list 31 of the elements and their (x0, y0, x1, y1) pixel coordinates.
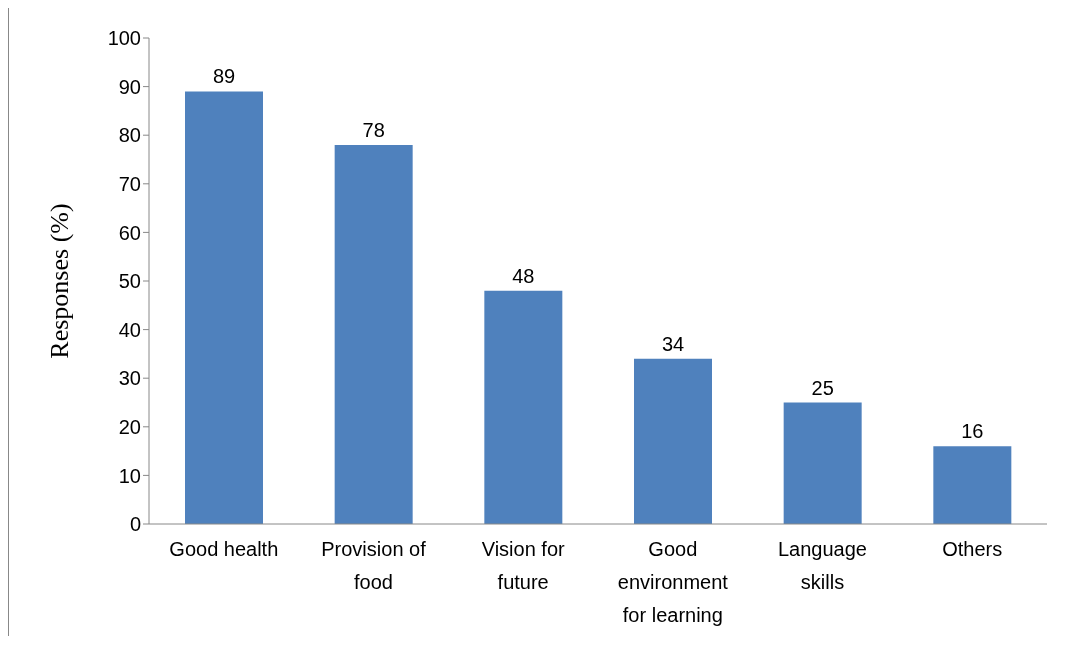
data-label: 34 (661, 332, 685, 355)
bar (484, 290, 563, 524)
x-tick-label: Vision for future (481, 538, 566, 593)
x-tick-label: Others (942, 538, 1003, 560)
data-label: 25 (811, 376, 834, 399)
y-tick-label: 40 (118, 318, 141, 341)
x-tick-label: Good environment for learning (617, 538, 729, 626)
x-tick-label: Language skills (778, 538, 867, 593)
y-tick-label: 60 (118, 221, 141, 244)
bar (634, 358, 712, 524)
y-axis-title: Responses (%) (45, 203, 75, 359)
y-tick-label: 50 (118, 270, 141, 293)
data-label: 16 (961, 420, 984, 443)
y-tick-label: 10 (118, 464, 141, 487)
data-label: 78 (362, 118, 385, 141)
frame-outline: Good health Provision of food Vision for future Good environment for learning Language skills Others 0 10 20 30 40 50 60 70 80 90 100 Responses (%) 89 78 48 34 25 16 (8, 8, 1068, 636)
y-tick-label: 30 (118, 367, 141, 390)
bar (933, 446, 1012, 524)
y-tick-label: 80 (118, 124, 141, 147)
data-label: 89 (212, 65, 236, 88)
bar (783, 402, 862, 524)
y-tick-label: 20 (118, 415, 141, 438)
x-tick-label: Provision of food (321, 538, 427, 593)
y-tick-label: 100 (107, 27, 141, 50)
y-tick-label: 70 (118, 172, 141, 195)
y-tick-label: 90 (118, 75, 141, 98)
y-tick-label: 0 (129, 513, 141, 536)
bar (185, 91, 263, 524)
bar (334, 144, 413, 524)
x-tick-label: Good health (169, 538, 279, 560)
data-label: 48 (512, 264, 535, 287)
